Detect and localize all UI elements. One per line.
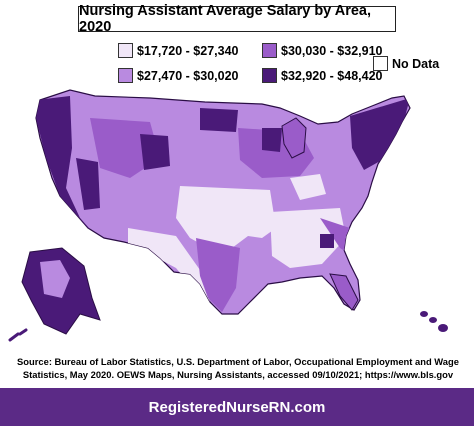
legend-swatch-low: [118, 68, 133, 83]
legend-label-lowest: $17,720 - $27,340: [137, 43, 239, 58]
region-nevada: [76, 158, 100, 210]
region-northeast: [350, 98, 410, 170]
us-salary-map: [8, 89, 448, 342]
region-west-coast: [36, 96, 96, 236]
region-southern-plains: [176, 186, 276, 250]
region-north-dakota: [200, 108, 238, 132]
legend-label-mid: $30,030 - $32,910: [281, 43, 383, 58]
hawaii-island-2: [429, 317, 437, 323]
region-appalachia: [290, 174, 326, 200]
alaska-aleutians: [8, 328, 28, 342]
source-citation: Source: Bureau of Labor Statistics, U.S.…: [17, 356, 459, 380]
region-michigan: [281, 117, 307, 159]
contiguous-us: [35, 89, 411, 315]
region-wyoming-colorado: [140, 134, 170, 170]
legend-swatch-no-data: [373, 56, 388, 71]
legend-item-lowest: $17,720 - $27,340: [118, 43, 238, 58]
region-atlanta: [320, 234, 334, 248]
legend-swatch-lowest: [118, 43, 133, 58]
legend-item-low: $27,470 - $30,020: [118, 68, 238, 83]
legend-swatch-high: [262, 68, 277, 83]
map-title: Nursing Assistant Average Salary by Area…: [78, 3, 396, 35]
region-texas-south: [196, 238, 240, 312]
footer-label: RegisteredNurseRN.com: [148, 398, 326, 416]
alaska-inner: [40, 260, 70, 298]
legend-item-no-data: No Data: [373, 56, 439, 71]
region-mountain-west: [90, 118, 160, 178]
hawaii-island-1: [420, 311, 428, 317]
legend-label-high: $32,920 - $48,420: [281, 68, 383, 83]
hawaii: [420, 311, 448, 332]
legend-item-mid: $30,030 - $32,910: [262, 43, 382, 58]
region-chicago: [262, 128, 282, 152]
legend-label-low: $27,470 - $30,020: [137, 68, 239, 83]
region-florida: [329, 273, 359, 311]
legend-label-no-data: No Data: [392, 56, 440, 71]
legend-item-high: $32,920 - $48,420: [262, 68, 382, 83]
hawaii-island-3: [438, 324, 448, 332]
legend-swatch-mid: [262, 43, 277, 58]
site-footer: RegisteredNurseRN.com: [0, 388, 474, 426]
